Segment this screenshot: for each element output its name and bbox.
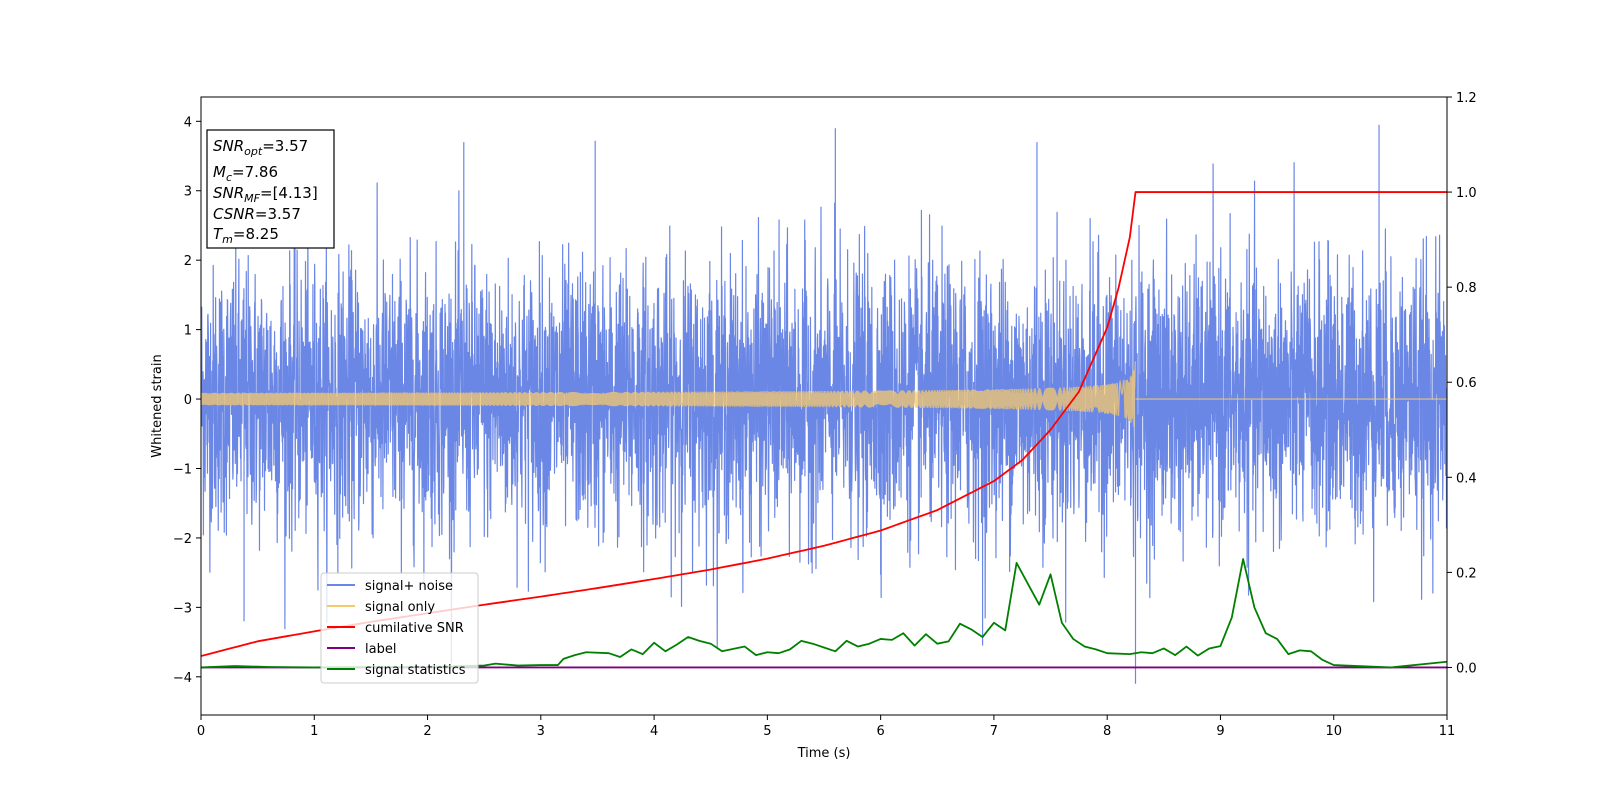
- series-signal-statistics: [201, 558, 1447, 669]
- y-axis-left: 4 3 2 1 0 −1 −2 −3 −4: [173, 115, 201, 686]
- y2-tick-label: 0.8: [1456, 281, 1477, 296]
- x-axis: 0 1 2 3 4 5 6 7 8 9 10 11: [197, 715, 1455, 739]
- x-tick-label: 3: [537, 724, 545, 739]
- y2-tick-label: 0.2: [1456, 566, 1477, 581]
- series-signal-only: [201, 361, 1447, 427]
- legend-item-signal-only: signal only: [327, 600, 435, 615]
- legend-label-signal-statistics: signal statistics: [365, 663, 466, 678]
- x-axis-label: Time (s): [797, 746, 851, 761]
- y-tick-label: −3: [173, 601, 192, 616]
- legend-item-cumulative-snr: cumilative SNR: [327, 621, 464, 636]
- x-tick-label: 1: [310, 724, 318, 739]
- x-tick-label: 4: [650, 724, 658, 739]
- y-axis-right: 0.0 0.2 0.4 0.6 0.8 1.0 1.2: [1447, 91, 1477, 676]
- legend-frame: [320, 572, 479, 684]
- y2-tick-label: 0.4: [1456, 471, 1477, 486]
- x-tick-label: 5: [763, 724, 771, 739]
- x-tick-label: 11: [1439, 724, 1456, 739]
- y-tick-label: −2: [173, 532, 192, 547]
- annotation-box: SNRopt=3.57 Mc=7.86 SNRMF=[4.13] CSNR=3.…: [206, 129, 335, 249]
- y-axis-label: Whitened strain: [150, 354, 165, 457]
- legend-label-signal-noise: signal+ noise: [365, 579, 453, 594]
- y2-tick-label: 0.0: [1456, 661, 1477, 676]
- legend-item-label: label: [327, 642, 396, 657]
- y-tick-label: −1: [173, 462, 192, 477]
- y-tick-label: 3: [184, 185, 192, 200]
- x-tick-label: 9: [1216, 724, 1224, 739]
- y-tick-label: 4: [184, 115, 192, 130]
- x-tick-label: 6: [876, 724, 884, 739]
- annotation-merger-time: Tm=8.25: [213, 225, 279, 246]
- y-tick-label: 0: [184, 393, 192, 408]
- legend-label-label: label: [365, 642, 396, 657]
- x-tick-label: 10: [1325, 724, 1342, 739]
- y2-tick-label: 1.2: [1456, 91, 1477, 106]
- annotation-chirp-mass: Mc=7.86: [213, 163, 278, 184]
- y-tick-label: 1: [184, 324, 192, 339]
- y2-tick-label: 0.6: [1456, 376, 1477, 391]
- x-tick-label: 2: [423, 724, 431, 739]
- y-tick-label: 2: [184, 254, 192, 269]
- axes-frame: [200, 96, 1448, 716]
- legend-item-signal-noise: signal+ noise: [327, 579, 453, 594]
- legend-label-signal-only: signal only: [365, 600, 435, 615]
- x-tick-label: 7: [990, 724, 998, 739]
- x-tick-label: 8: [1103, 724, 1111, 739]
- series-signal-noise: [201, 124, 1447, 684]
- legend: signal+ noise signal only cumilative SNR…: [320, 572, 479, 684]
- y-tick-label: −4: [173, 671, 192, 686]
- x-tick-label: 0: [197, 724, 205, 739]
- y2-tick-label: 1.0: [1456, 186, 1477, 201]
- annotation-snr-mf: SNRMF=[4.13]: [213, 184, 318, 205]
- annotation-snr-opt: SNRopt=3.57: [213, 137, 308, 158]
- legend-label-cumulative-snr: cumilative SNR: [365, 621, 464, 636]
- legend-item-signal-statistics: signal statistics: [327, 663, 466, 678]
- annotation-csnr: CSNR=3.57: [213, 205, 301, 223]
